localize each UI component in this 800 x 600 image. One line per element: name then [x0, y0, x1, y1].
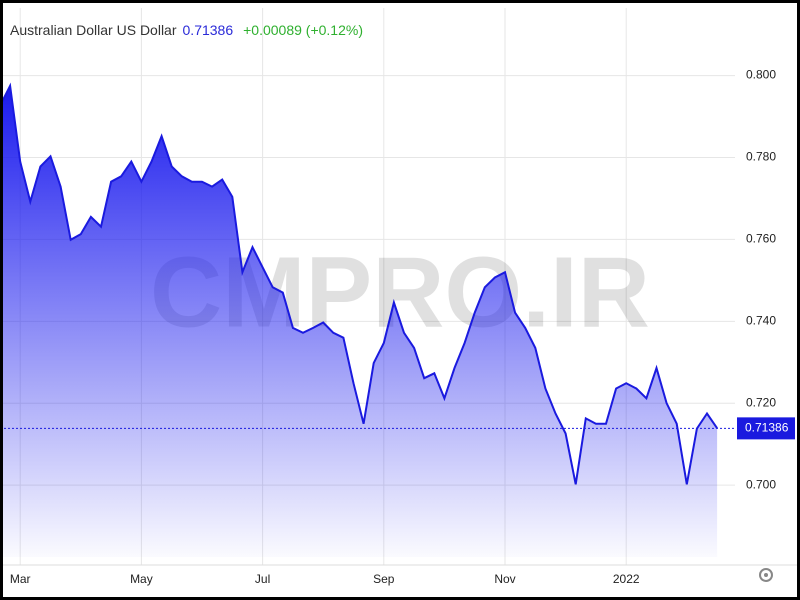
area — [0, 85, 718, 558]
x-tick-label: Mar — [10, 572, 31, 586]
y-tick-label: 0.740 — [746, 313, 776, 327]
marks — [0, 82, 735, 558]
y-tick-label: 0.800 — [746, 68, 776, 82]
y-tick-label: 0.700 — [746, 477, 776, 491]
x-tick-label: Sep — [373, 572, 395, 586]
settings-icon[interactable] — [759, 568, 773, 582]
y-tick-label: 0.760 — [746, 232, 776, 246]
x-tick-label: May — [130, 572, 153, 586]
x-tick-label: Jul — [255, 572, 270, 586]
x-tick-label: 2022 — [613, 572, 640, 586]
x-tick-label: Nov — [494, 572, 515, 586]
title-name: Australian Dollar US Dollar — [10, 22, 177, 38]
price-box — [737, 417, 795, 440]
gear-hub[interactable] — [764, 573, 768, 577]
gear[interactable] — [759, 568, 773, 582]
y-tick-label: 0.780 — [746, 150, 776, 164]
line — [0, 82, 718, 485]
axes: 0.700 0.720 0.740 0.760 0.780 0.800 Mar May Jul S… — [0, 68, 800, 586]
price-label: 0.71386 — [745, 421, 789, 435]
title-price: 0.71386 — [183, 22, 234, 38]
title-change: +0.00089 (+0.12%) — [243, 22, 363, 38]
y-tick-label: 0.720 — [746, 395, 776, 409]
chart-title: Australian Dollar US Dollar 0.71386 +0.000… — [10, 22, 363, 38]
